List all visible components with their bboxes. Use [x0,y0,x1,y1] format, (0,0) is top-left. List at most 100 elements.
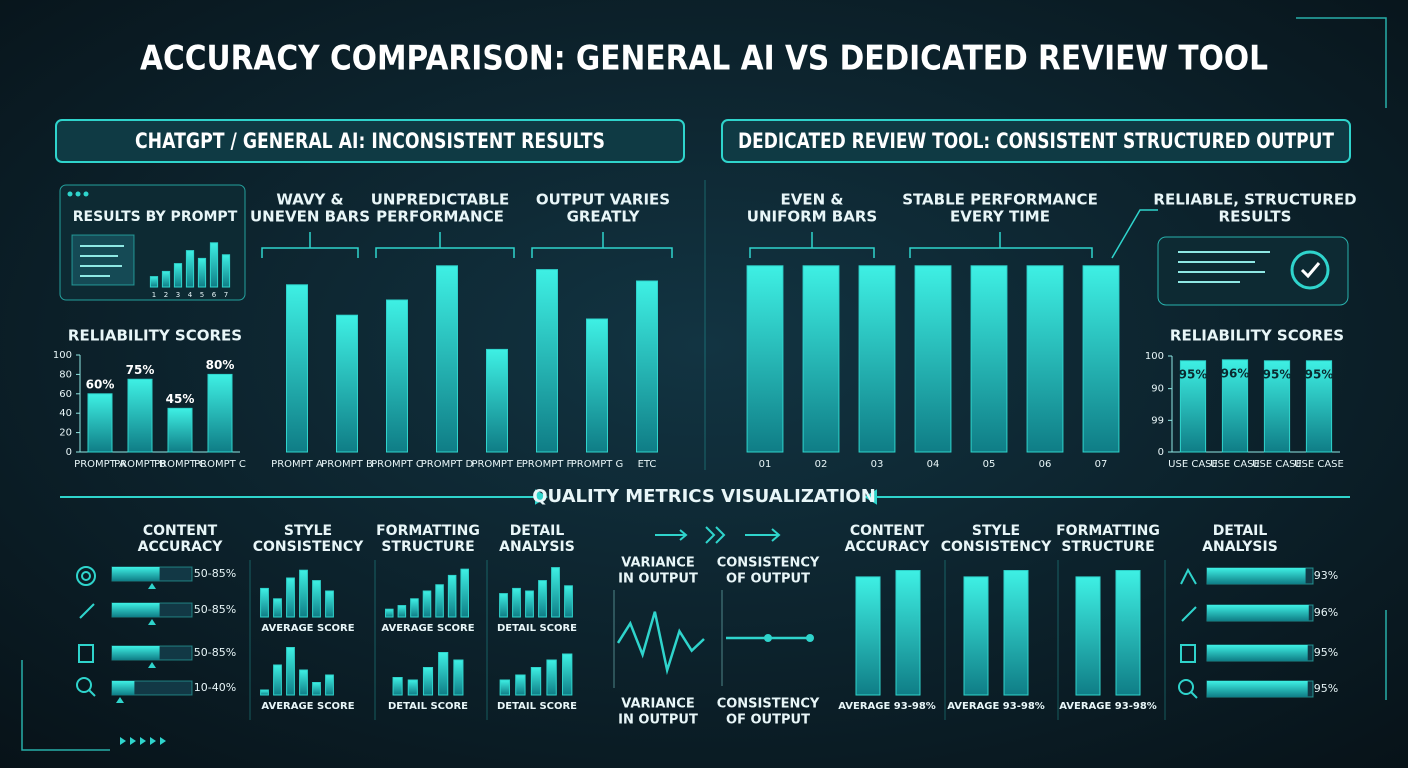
bar [260,689,269,696]
value-label: 75% [126,363,155,377]
progress-fill [112,646,160,660]
value-label: 95% [1314,646,1338,659]
bar [1263,360,1291,453]
annotation: UNIFORM BARS [747,208,877,226]
point [806,634,814,642]
bar [286,647,295,696]
chart-title: AVERAGE SCORE [261,701,354,712]
x-tick-label: 5 [200,291,204,299]
range-marker [148,619,156,625]
bar [286,284,308,453]
bar [499,593,508,618]
bar [855,576,881,696]
bar [636,280,658,453]
metric-header: CONSISTENCY [941,539,1052,555]
bar [515,674,526,696]
bar [209,242,219,288]
x-tick-label: 02 [815,459,828,470]
x-tick-label: 05 [983,459,996,470]
y-tick-label: 99 [1151,415,1164,426]
x-tick-label: USE CASE [1210,459,1260,470]
progress-fill [1207,681,1308,697]
bar [149,276,159,288]
range-marker [148,583,156,589]
chart-title: AVERAGE 93-98% [838,701,936,712]
bar [512,587,521,618]
range-label: 50-85% [194,603,236,616]
bar [963,576,989,696]
bar [221,254,231,288]
metric-header: STRUCTURE [381,539,474,555]
chart-title: RELIABILITY SCORES [68,327,242,345]
bar [499,679,510,696]
chart-title: OF OUTPUT [726,572,810,587]
bar [161,270,171,288]
chart-caption: VARIANCE [621,697,694,712]
bar [1179,360,1207,453]
structured-lines [1178,251,1270,283]
chart-title: VARIANCE [621,556,694,571]
bar [385,608,394,618]
bar [87,393,113,453]
bar [336,314,358,453]
metric-header: ACCURACY [845,539,931,555]
bar [435,584,444,618]
bar [551,567,560,618]
annotation: WAVY & [276,191,343,209]
metric-header: DETAIL [1213,523,1268,539]
value-label: 95% [1305,367,1334,381]
bar [1305,360,1333,453]
progress-fill [1207,645,1308,661]
right-header-box [721,119,1351,163]
y-tick-label: 0 [1158,447,1164,458]
progress-fill [112,603,160,617]
x-tick-label: USE CASE [1252,459,1302,470]
left-header: CHATGPT / GENERAL AI: INCONSISTENT RESUL… [135,129,605,153]
x-tick-label: PROMPT C [154,459,206,470]
bar [397,605,407,618]
bar [407,679,418,696]
card-lines [80,245,124,277]
value-label: 95% [1263,367,1292,381]
bar [1115,570,1141,696]
annotation: UNEVEN BARS [250,208,370,226]
annotation: UNPREDICTABLE [371,191,509,209]
annotation: RESULTS [1219,208,1292,226]
bar [530,667,542,696]
annotation: GREATLY [567,208,641,226]
bar [525,590,534,618]
bar [410,598,419,618]
bar [538,580,547,618]
right-header: DEDICATED REVIEW TOOL: CONSISTENT STRUCT… [738,129,1335,153]
bar [1082,265,1120,453]
bar [914,265,952,453]
bar [1221,359,1249,453]
x-tick-label: 07 [1095,459,1108,470]
bar [185,250,195,288]
bar [386,299,408,453]
metric-header: ANALYSIS [1202,539,1278,555]
frame-decor [21,17,1387,751]
chart-caption: IN OUTPUT [618,713,698,728]
annotation: RELIABLE, STRUCTURED [1153,191,1356,209]
bottom-dividers [249,560,1166,720]
x-tick-label: 4 [188,291,193,299]
x-tick-label: 03 [871,459,884,470]
section-title: QUALITY METRICS VISUALIZATION [532,486,876,507]
bar [460,568,469,618]
bar [273,664,282,696]
x-tick-label: PROMPT A [271,459,323,470]
metric-header: FORMATTING [376,523,480,539]
bar [299,569,308,618]
line [616,611,705,676]
value-label: 96% [1221,366,1250,380]
bar [392,677,403,696]
bar [197,257,207,288]
bar [325,590,334,618]
chart-title: DETAIL SCORE [388,701,468,712]
brackets [261,232,1093,258]
x-tick-label: ETC [638,459,657,470]
x-tick-label: USE CASE [1294,459,1344,470]
callout-line [1111,209,1158,259]
x-tick-label: PROMPT C [371,459,423,470]
